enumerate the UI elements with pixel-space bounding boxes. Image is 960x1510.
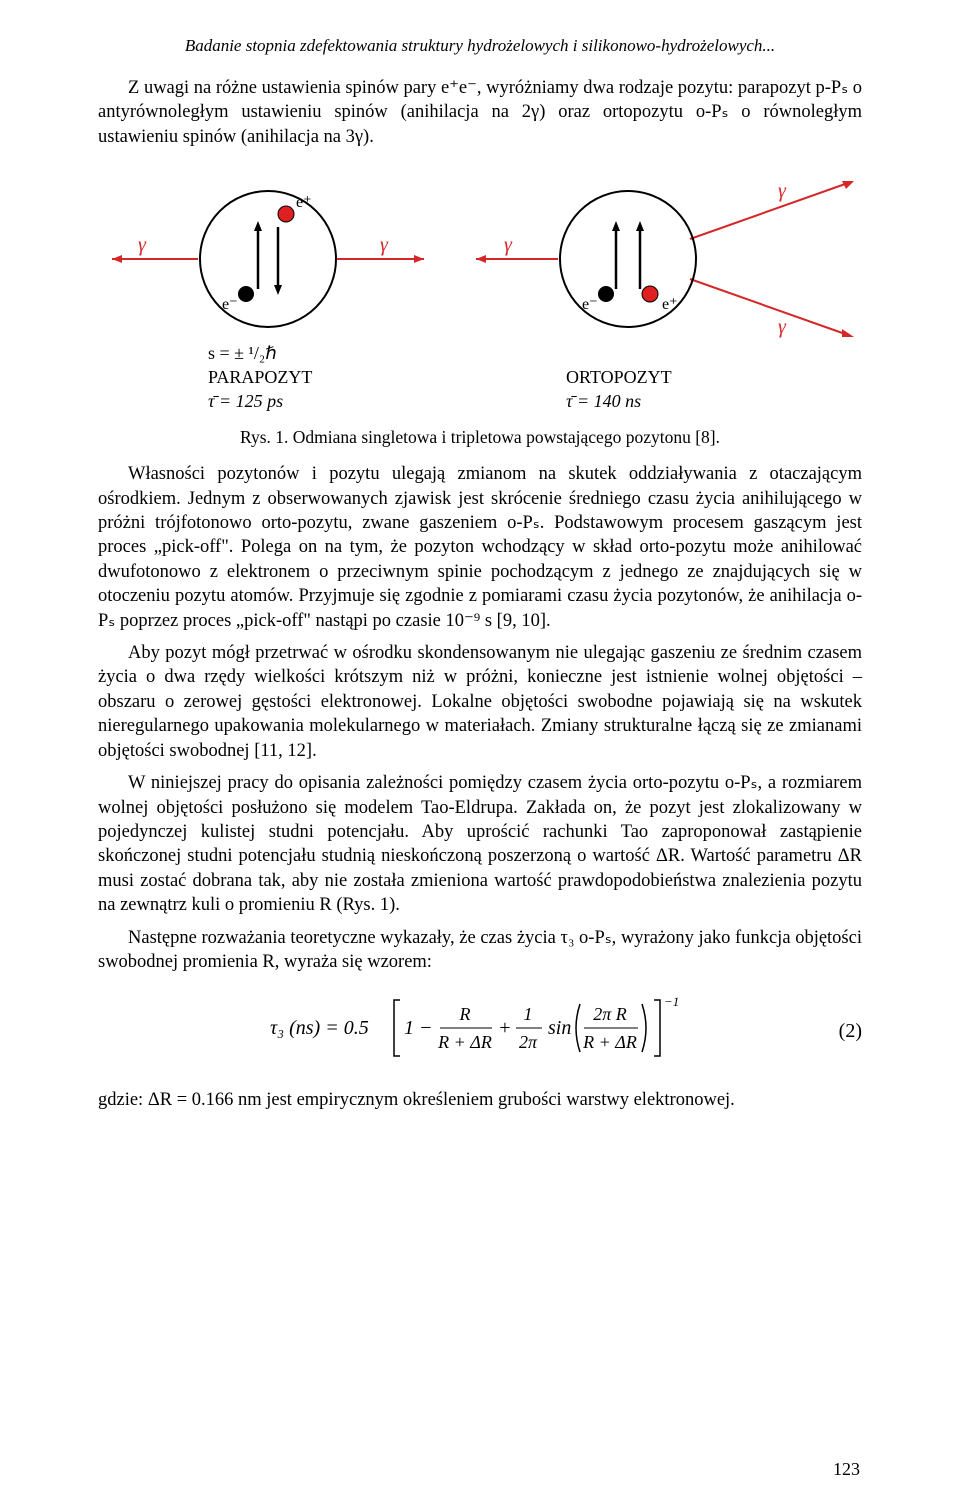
eq-prefix: τ₃ (ns) = 0.5 [270,1017,369,1039]
orto-gamma-label-upper: γ [778,180,787,202]
para-title: PARAPOZYT [208,367,312,387]
para-positron-label: e⁺ [296,194,312,211]
equation-number: (2) [839,1020,862,1043]
orto-electron-label: e⁻ [582,296,598,313]
eq-frac1-top: R [459,1004,471,1024]
body-paragraph-2: Aby pozyt mógł przetrwać w ośrodku skond… [98,641,862,763]
positronium-diagram: γ γ e⁺ e⁻ s = ± ¹/₂ℏ PARAPOZYT τ̄ = 125 … [98,159,862,419]
orto-gamma-lower-arrow [842,329,854,337]
eq-rparen [642,1004,646,1052]
eq-sin: sin [548,1017,571,1039]
para-spin-formula: s = ± ¹/₂ℏ [208,343,277,363]
body-paragraph-3: W niniejszej pracy do opisania zależnośc… [98,771,862,917]
orto-gamma-upper [690,183,848,239]
eq-lparen [576,1004,580,1052]
page-number: 123 [833,1459,860,1480]
body1-text: Własności pozytonów i pozytu ulegają zmi… [98,464,862,630]
para-circle [200,191,336,327]
orto-spin-right-head [636,221,644,231]
para-spin-down-head [274,285,282,295]
eq-exp: −1 [664,994,679,1009]
orto-positron [642,286,658,302]
eq-frac3-bot: R + ΔR [582,1032,637,1052]
para-electron-label: e⁻ [222,296,238,313]
para-gamma-label-right: γ [380,234,389,256]
eq-frac3-top: 2π R [593,1004,627,1024]
eq-lbracket [394,1000,400,1056]
orto-gamma-label-left: γ [504,234,513,256]
footer-text: gdzie: ΔR = 0.166 nm jest empirycznym ok… [98,1090,735,1110]
body2-text: Aby pozyt mógł przetrwać w ośrodku skond… [98,643,862,761]
orto-spin-left-head [612,221,620,231]
eq-one: 1 − [404,1017,433,1039]
body4-text: Następne rozważania teoretyczne wykazały… [98,928,862,972]
orto-electron [598,286,614,302]
intro-text: Z uwagi na różne ustawienia spinów pary … [98,78,862,147]
eq-plus: + [498,1017,512,1039]
running-header: Badanie stopnia zdefektowania struktury … [98,36,862,56]
para-tau: τ̄ = 125 ps [208,391,283,411]
orto-gamma-left-arrow [476,255,486,263]
para-spin-up-head [254,221,262,231]
orto-gamma-lower [690,279,848,335]
eq-frac2-bot: 2π [519,1032,538,1052]
para-gamma-left-arrow [112,255,122,263]
eq-frac2-top: 1 [524,1004,533,1024]
orto-title: ORTOPOZYT [566,367,672,387]
orto-tau: τ̄ = 140 ns [566,391,641,411]
equation-svg: τ₃ (ns) = 0.5 1 − R R + ΔR + 1 2π sin 2π… [270,992,690,1064]
para-gamma-label-left: γ [138,234,147,256]
footer-paragraph: gdzie: ΔR = 0.166 nm jest empirycznym ok… [98,1088,862,1112]
para-positron [278,206,294,222]
header-text: Badanie stopnia zdefektowania struktury … [185,36,775,55]
page-number-text: 123 [833,1459,860,1479]
body3-text: W niniejszej pracy do opisania zależnośc… [98,773,862,915]
body-paragraph-4: Następne rozważania teoretyczne wykazały… [98,926,862,975]
body-paragraph-1: Własności pozytonów i pozytu ulegają zmi… [98,462,862,633]
intro-paragraph: Z uwagi na różne ustawienia spinów pary … [98,76,862,149]
diagram-svg: γ γ e⁺ e⁻ s = ± ¹/₂ℏ PARAPOZYT τ̄ = 125 … [98,159,862,419]
equation-content: τ₃ (ns) = 0.5 1 − R R + ΔR + 1 2π sin 2π… [270,992,690,1070]
eq-frac1-bot: R + ΔR [437,1032,492,1052]
para-electron [238,286,254,302]
equation-2: τ₃ (ns) = 0.5 1 − R R + ΔR + 1 2π sin 2π… [98,992,862,1070]
eq-rbracket [654,1000,660,1056]
caption-text: Rys. 1. Odmiana singletowa i tripletowa … [240,427,720,447]
orto-gamma-label-lower: γ [778,316,787,338]
figure-caption: Rys. 1. Odmiana singletowa i tripletowa … [98,427,862,448]
para-gamma-right-arrow [414,255,424,263]
orto-positron-label: e⁺ [662,296,678,313]
